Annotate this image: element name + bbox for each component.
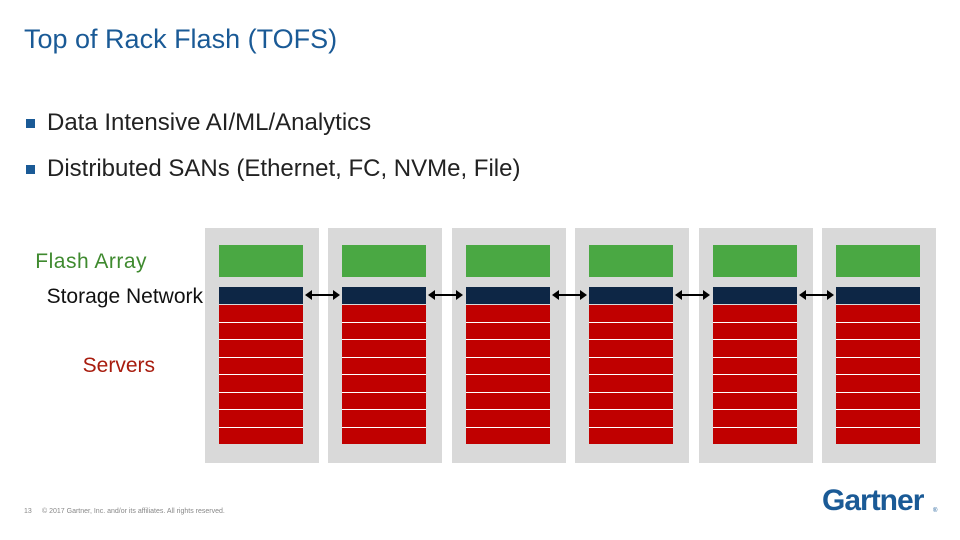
server-unit [466, 357, 550, 375]
server-unit [342, 305, 426, 323]
copyright-notice: © 2017 Gartner, Inc. and/or its affiliat… [42, 508, 225, 515]
bullet-item: Data Intensive AI/ML/Analytics [24, 108, 520, 138]
server-stack [713, 305, 797, 444]
bullet-square-icon [26, 118, 35, 128]
storage-network-switch [342, 287, 426, 304]
server-unit [466, 410, 550, 428]
server-unit [589, 357, 673, 375]
server-unit [713, 340, 797, 358]
server-unit [342, 322, 426, 340]
flash-array-label: Flash Array [35, 250, 147, 273]
rack [822, 228, 936, 463]
server-unit [836, 392, 920, 410]
storage-network-switch [589, 287, 673, 304]
flash-array-block [342, 245, 426, 277]
server-unit [589, 305, 673, 323]
server-unit [466, 375, 550, 393]
server-unit [219, 375, 303, 393]
rack [699, 228, 813, 463]
slide-title: Top of Rack Flash (TOFS) [24, 24, 338, 54]
server-stack [466, 305, 550, 444]
server-unit [713, 357, 797, 375]
bidirectional-arrow-icon [675, 290, 710, 300]
page-number: 13 [24, 508, 32, 515]
flash-array-block [713, 245, 797, 277]
server-unit [836, 340, 920, 358]
rack [452, 228, 566, 463]
storage-network-switch [219, 287, 303, 304]
server-unit [219, 322, 303, 340]
flash-array-block [219, 245, 303, 277]
flash-array-block [589, 245, 673, 277]
server-stack [589, 305, 673, 444]
server-unit [466, 340, 550, 358]
server-stack [836, 305, 920, 444]
rack [205, 228, 319, 463]
gartner-logo: Gartner [822, 484, 924, 517]
server-unit [713, 392, 797, 410]
bullet-list: Data Intensive AI/ML/Analytics Distribut… [24, 108, 520, 200]
server-unit [836, 375, 920, 393]
storage-network-switch [466, 287, 550, 304]
server-stack [219, 305, 303, 444]
flash-array-block [836, 245, 920, 277]
server-unit [219, 427, 303, 444]
registered-mark: ® [933, 508, 938, 514]
bidirectional-arrow-icon [799, 290, 834, 300]
server-unit [466, 322, 550, 340]
server-unit [219, 392, 303, 410]
storage-network-switch [713, 287, 797, 304]
server-unit [589, 322, 673, 340]
bullet-text: Distributed SANs (Ethernet, FC, NVMe, Fi… [47, 155, 521, 182]
server-unit [219, 410, 303, 428]
server-unit [342, 357, 426, 375]
server-unit [836, 305, 920, 323]
server-unit [219, 357, 303, 375]
server-unit [589, 392, 673, 410]
server-unit [342, 427, 426, 444]
bullet-text: Data Intensive AI/ML/Analytics [47, 109, 372, 136]
bullet-item: Distributed SANs (Ethernet, FC, NVMe, Fi… [24, 154, 520, 184]
bidirectional-arrow-icon [428, 290, 463, 300]
server-unit [466, 427, 550, 444]
bullet-square-icon [26, 164, 35, 174]
bidirectional-arrow-icon [305, 290, 340, 300]
server-stack [342, 305, 426, 444]
server-unit [836, 357, 920, 375]
rack [328, 228, 442, 463]
server-unit [713, 410, 797, 428]
server-unit [342, 392, 426, 410]
server-unit [836, 410, 920, 428]
server-unit [836, 427, 920, 444]
server-unit [219, 305, 303, 323]
flash-array-block [466, 245, 550, 277]
server-unit [342, 340, 426, 358]
server-unit [219, 340, 303, 358]
server-unit [589, 340, 673, 358]
server-unit [466, 392, 550, 410]
storage-network-switch [836, 287, 920, 304]
rack [575, 228, 689, 463]
server-unit [713, 305, 797, 323]
server-unit [589, 375, 673, 393]
server-unit [589, 410, 673, 428]
server-unit [589, 427, 673, 444]
server-unit [466, 305, 550, 323]
server-unit [713, 322, 797, 340]
server-unit [342, 410, 426, 428]
server-unit [713, 375, 797, 393]
server-unit [836, 322, 920, 340]
bidirectional-arrow-icon [552, 290, 587, 300]
server-unit [342, 375, 426, 393]
servers-label: Servers [82, 354, 155, 377]
server-unit [713, 427, 797, 444]
storage-network-label: Storage Network [46, 285, 203, 308]
